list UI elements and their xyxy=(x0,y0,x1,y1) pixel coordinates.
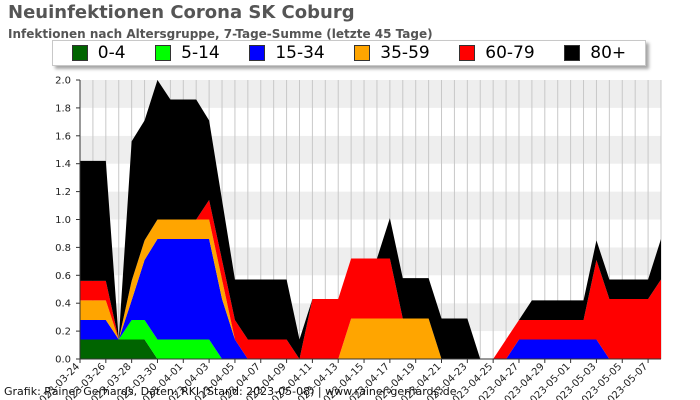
legend-swatch xyxy=(155,45,172,61)
chart-series-areas xyxy=(80,80,661,359)
legend-swatch xyxy=(354,45,371,61)
footer-credit: Grafik: Rainer Gerhards, Daten: RKI (Sta… xyxy=(4,385,457,398)
legend-swatch xyxy=(459,45,476,61)
legend-item-5-14: 5-14 xyxy=(155,43,220,63)
y-tick-label: 1.2 xyxy=(55,187,71,198)
legend-label: 0-4 xyxy=(97,43,126,63)
y-tick-label: 0.0 xyxy=(55,355,71,366)
y-tick-label: 0.4 xyxy=(55,299,71,310)
legend-item-80+: 80+ xyxy=(564,43,626,63)
legend-item-15-34: 15-34 xyxy=(249,43,325,63)
legend-item-0-4: 0-4 xyxy=(71,43,126,63)
y-tick-label: 0.6 xyxy=(55,271,71,282)
legend-label: 35-59 xyxy=(380,43,430,63)
series-area-60-79 xyxy=(80,199,661,359)
chart-y-tick-labels: 0.0 0.2 0.4 0.6 0.8 1.0 1.2 1.4 1.6 1.8 2.0 xyxy=(55,76,80,366)
legend-label: 60-79 xyxy=(485,43,535,63)
y-tick-label: 0.8 xyxy=(55,243,71,254)
y-tick-label: 1.4 xyxy=(55,159,71,170)
legend-swatch xyxy=(71,45,88,61)
series-area-0-4 xyxy=(80,339,661,359)
chart-legend: 0-4 5-14 15-34 35-59 60-79 80+ xyxy=(52,40,646,66)
chart-subtitle: Infektionen nach Altersgruppe, 7-Tage-Su… xyxy=(8,27,433,41)
chart-title: Neuinfektionen Corona SK Coburg xyxy=(8,2,355,23)
y-tick-label: 1.0 xyxy=(55,215,71,226)
legend-label: 80+ xyxy=(590,43,627,63)
y-tick-label: 1.6 xyxy=(55,131,71,142)
legend-item-60-79: 60-79 xyxy=(459,43,535,63)
legend-swatch xyxy=(249,45,266,61)
y-tick-label: 1.8 xyxy=(55,103,71,114)
series-area-80+ xyxy=(80,80,661,359)
series-area-15-34 xyxy=(80,239,661,359)
y-tick-label: 0.2 xyxy=(55,327,71,338)
legend-swatch xyxy=(564,45,581,61)
series-area-35-59 xyxy=(80,219,661,359)
legend-item-35-59: 35-59 xyxy=(354,43,430,63)
legend-label: 15-34 xyxy=(275,43,325,63)
legend-label: 5-14 xyxy=(181,43,220,63)
y-tick-label: 2.0 xyxy=(55,76,71,87)
